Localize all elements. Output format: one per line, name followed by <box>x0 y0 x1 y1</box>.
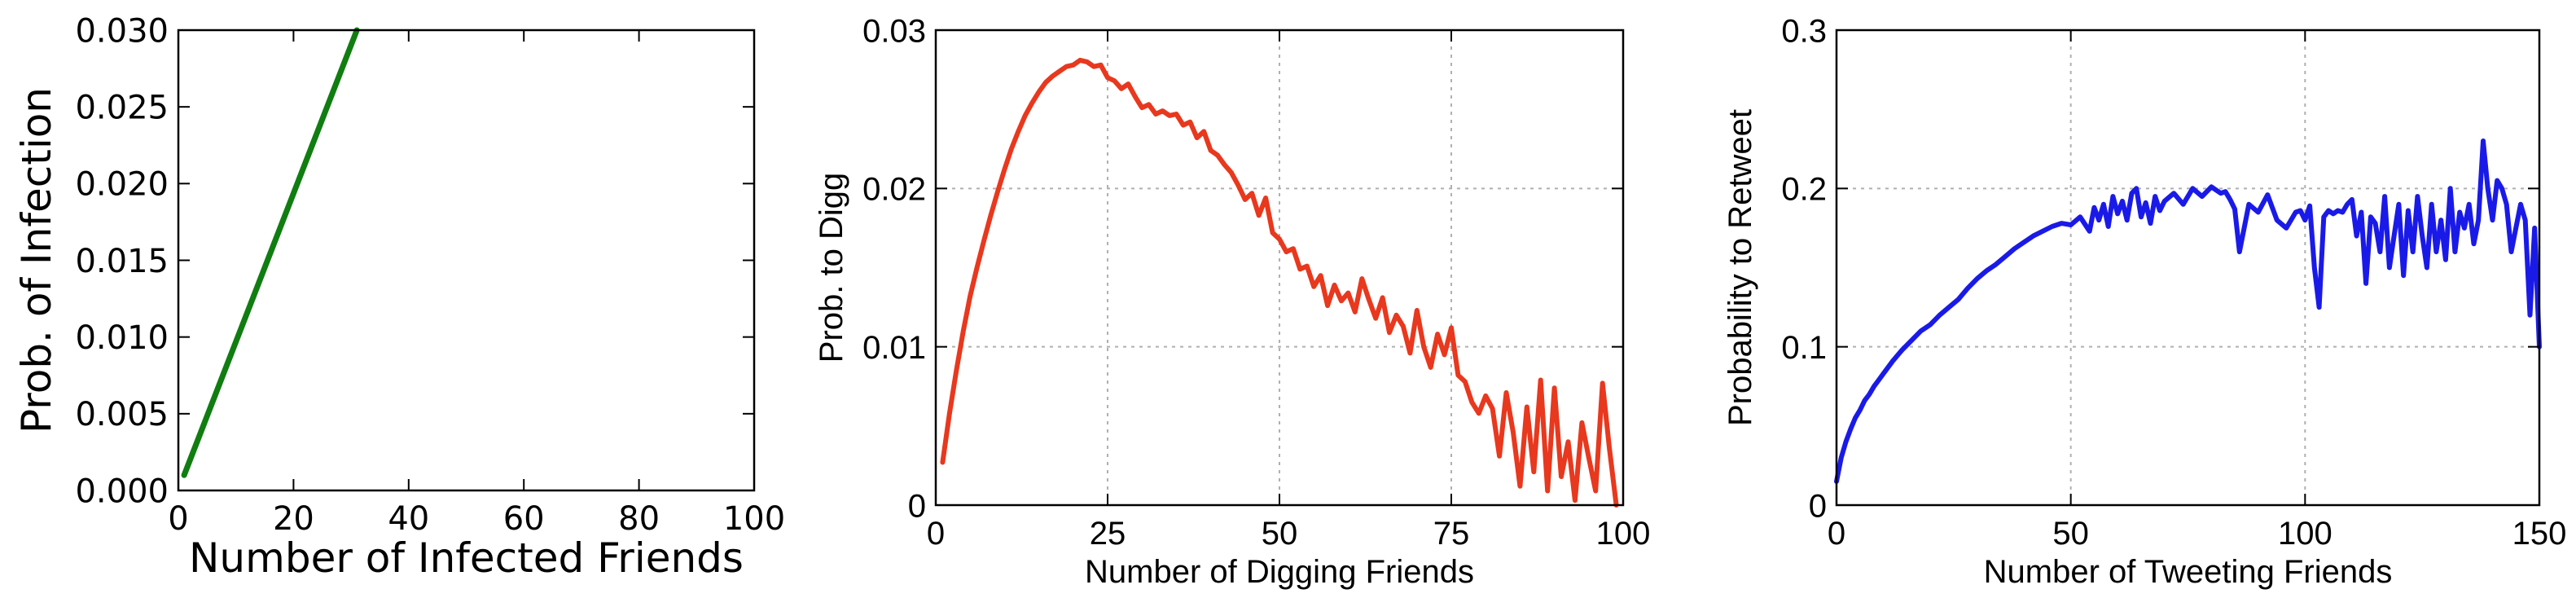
series-line <box>940 57 1619 508</box>
y-tick-label: 0.2 <box>1781 172 1827 208</box>
x-tick-label: 100 <box>2278 516 2332 552</box>
series-line <box>1834 139 2542 484</box>
plot-frame <box>1835 29 2541 507</box>
y-tick-label: 0.015 <box>75 243 169 280</box>
x-tick-label: 60 <box>503 500 545 538</box>
x-tick-label: 75 <box>1433 516 1470 552</box>
series-line <box>181 27 360 478</box>
x-tick-label: 50 <box>2052 516 2089 552</box>
y-tick-label: 0.3 <box>1781 13 1827 49</box>
x-axis-label: Number of Tweeting Friends <box>1984 554 2393 590</box>
y-axis-label: Prob. of Infection <box>13 87 60 433</box>
x-tick-label: 100 <box>723 500 785 538</box>
y-tick-label: 0.02 <box>862 172 926 208</box>
x-tick-label: 0 <box>1828 516 1845 552</box>
y-tick-label: 0.025 <box>75 90 169 127</box>
y-tick-label: 0.030 <box>75 12 169 50</box>
y-tick-label: 0.01 <box>862 330 926 366</box>
chart-retweet: 0 50 100 150 0 0.1 0.2 0.3 Number of Tweeting Fr… <box>1722 13 2566 590</box>
y-tick-label: 0.000 <box>75 473 169 510</box>
y-tick-label: 0.005 <box>75 396 169 433</box>
x-tick-label: 0 <box>168 500 188 538</box>
y-axis-label: Prob. to Digg <box>814 173 849 363</box>
y-tick-label: 0.03 <box>862 13 926 49</box>
y-tick-label: 0 <box>1809 488 1827 524</box>
y-tick-label: 0 <box>908 488 926 524</box>
chart-infection: 0 20 40 60 80 100 0.000 0.005 0.010 0.015 0.020 0.0… <box>13 12 785 582</box>
x-tick-label: 0 <box>927 516 945 552</box>
x-tick-label: 150 <box>2512 516 2567 552</box>
x-tick-label: 50 <box>1262 516 1298 552</box>
y-tick-label: 0.1 <box>1781 330 1827 366</box>
x-axis-label: Number of Infected Friends <box>189 534 744 582</box>
x-axis-label: Number of Digging Friends <box>1085 554 1474 590</box>
y-tick-label: 0.010 <box>75 319 169 357</box>
x-tick-label: 80 <box>618 500 660 538</box>
x-tick-label: 40 <box>388 500 429 538</box>
y-axis-label: Probability to Retweet <box>1722 109 1758 426</box>
chart-digg: 0 25 50 75 100 0 0.01 0.02 0.03 Number of Digging… <box>814 13 1650 590</box>
x-tick-label: 100 <box>1596 516 1651 552</box>
x-tick-label: 25 <box>1090 516 1126 552</box>
y-tick-label: 0.020 <box>75 166 169 204</box>
x-tick-label: 20 <box>273 500 314 538</box>
